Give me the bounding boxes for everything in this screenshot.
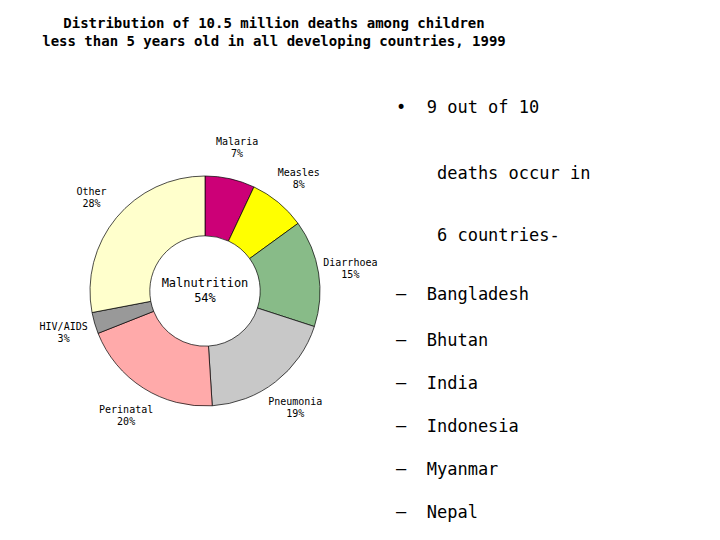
html-text:– India: – India [396, 373, 478, 394]
html-text:Malnutrition 54%: Malnutrition 54% [161, 276, 249, 305]
svg-text:Measles8%: Measles8% [278, 166, 320, 189]
html-text:– Indonesia: – Indonesia [396, 416, 519, 436]
html-text:– Myanmar: – Myanmar [396, 458, 499, 479]
svg-text:Perinatal20%: Perinatal20% [99, 404, 153, 427]
html-text:– Bangladesh: – Bangladesh [396, 283, 530, 304]
html-text:– Nepal: – Nepal [396, 501, 478, 522]
html-text:deaths occur in: deaths occur in [396, 163, 591, 184]
svg-text:Pneumonia19%: Pneumonia19% [268, 396, 322, 419]
html-text:– Bhutan: – Bhutan [396, 330, 489, 351]
svg-text:HIV/AIDS3%: HIV/AIDS3% [40, 321, 88, 344]
svg-text:Other28%: Other28% [77, 186, 107, 209]
html-text:Distribution of 10.5 million d: Distribution of 10.5 million deaths amon… [42, 15, 506, 49]
svg-text:Diarrhoea15%: Diarrhoea15% [323, 256, 377, 279]
svg-text:Malaria7%: Malaria7% [216, 136, 258, 159]
html-text:6 countries-: 6 countries- [396, 225, 560, 246]
html-text:• 9 out of 10: • 9 out of 10 [396, 97, 540, 117]
